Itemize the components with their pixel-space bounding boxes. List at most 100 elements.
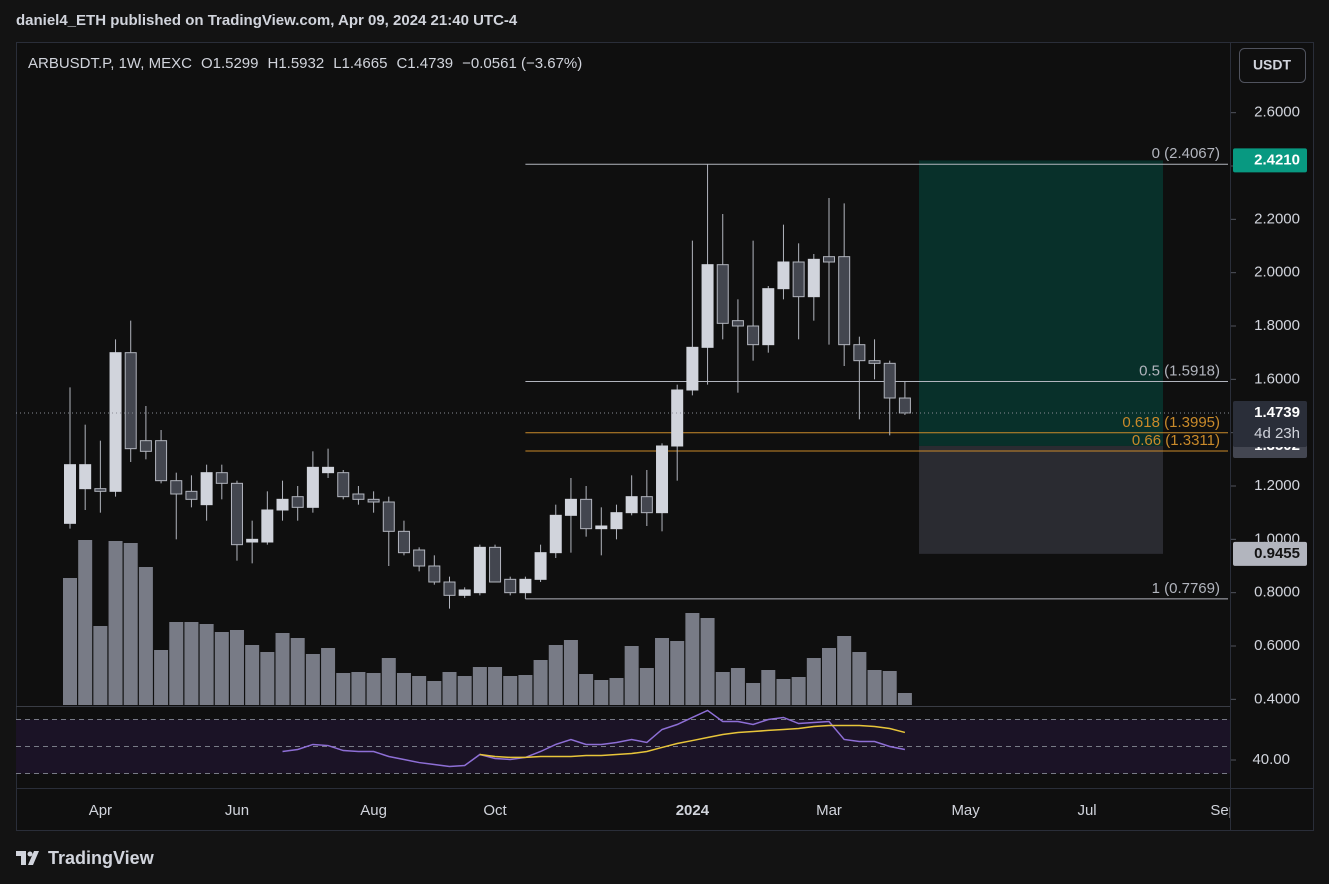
volume-bar bbox=[229, 630, 244, 705]
volume-bar bbox=[730, 668, 745, 705]
x-tick-label: 2024 bbox=[676, 802, 710, 819]
rsi-line bbox=[282, 709, 906, 768]
target-price-label: 2.4210 bbox=[1254, 151, 1300, 168]
candle-body bbox=[261, 509, 274, 543]
volume-bar bbox=[806, 658, 821, 705]
candle-body bbox=[868, 360, 881, 364]
y-tick-label: 2.0000 bbox=[1254, 264, 1300, 281]
volume-bar bbox=[472, 667, 487, 705]
candle-body bbox=[473, 546, 486, 594]
volume-bar bbox=[670, 641, 685, 705]
volume-bar bbox=[761, 670, 776, 705]
volume-bar bbox=[305, 654, 320, 705]
candle-body bbox=[443, 581, 456, 596]
y-tick-label: 0.4000 bbox=[1254, 690, 1300, 707]
candle-body bbox=[610, 512, 623, 530]
currency-label: USDT bbox=[1253, 57, 1292, 73]
candle-body bbox=[656, 445, 669, 514]
volume-bar bbox=[837, 636, 852, 705]
candle-body bbox=[246, 538, 259, 543]
volume-bar bbox=[78, 540, 93, 705]
volume-bar bbox=[336, 673, 351, 705]
volume-bar bbox=[852, 652, 867, 705]
volume-bar bbox=[412, 676, 427, 705]
fib-label: 0.66 (1.3311) bbox=[1132, 432, 1220, 449]
x-tick-label: Jul bbox=[1077, 802, 1096, 819]
legend-item: L1.4665 bbox=[333, 55, 387, 72]
candle-body bbox=[382, 501, 395, 532]
logo-mark bbox=[16, 851, 39, 865]
candle-body bbox=[595, 525, 608, 530]
candle-body bbox=[291, 496, 304, 508]
candle-body bbox=[185, 490, 198, 500]
position-loss-zone bbox=[919, 445, 1163, 554]
candle-body bbox=[564, 498, 577, 516]
fib-label: 0.618 (1.3995) bbox=[1122, 414, 1220, 431]
volume-bar bbox=[594, 680, 609, 705]
x-tick-label: Oct bbox=[483, 802, 507, 819]
candle-body bbox=[322, 466, 335, 474]
volume-bar bbox=[503, 676, 518, 705]
brand-name: TradingView bbox=[48, 848, 155, 868]
x-axis: Apr Jun Aug Oct 2024 Mar May Jul Sep bbox=[89, 802, 1230, 819]
y-tick-label: 2.6000 bbox=[1254, 104, 1300, 121]
logo-dot bbox=[27, 851, 33, 857]
candle-body bbox=[625, 496, 638, 514]
volume-bar bbox=[154, 650, 169, 705]
volume-bar bbox=[396, 673, 411, 705]
candle-body bbox=[898, 397, 911, 414]
volume-bar bbox=[93, 626, 108, 705]
legend: ARBUSDT.P, 1W, MEXC O1.5299 H1.5932 L1.4665… bbox=[28, 55, 582, 72]
volume-bar bbox=[457, 676, 472, 705]
volume-bar bbox=[685, 613, 700, 705]
fib-label: 0 (2.4067) bbox=[1152, 145, 1220, 162]
volume-bar bbox=[746, 683, 761, 705]
candle-body bbox=[337, 472, 350, 498]
candle-body bbox=[458, 589, 471, 596]
volume-bar bbox=[381, 658, 396, 705]
rsi-ma-line bbox=[479, 724, 906, 759]
x-tick-label: Apr bbox=[89, 802, 112, 819]
volume-bar bbox=[548, 645, 563, 705]
publish-title: daniel4_ETH published on TradingView.com… bbox=[16, 12, 518, 29]
volume-bar bbox=[108, 541, 123, 705]
volume-bar bbox=[427, 681, 442, 705]
volume-bar bbox=[624, 646, 639, 705]
candle-body bbox=[701, 264, 714, 348]
brand-logo bbox=[16, 851, 39, 865]
y-tick-label: 2.2000 bbox=[1254, 210, 1300, 227]
fib-label: 0.5 (1.5918) bbox=[1139, 362, 1220, 379]
candle-body bbox=[671, 389, 684, 447]
countdown-label: 4d 23h bbox=[1254, 425, 1300, 442]
candle-body bbox=[549, 514, 562, 554]
candle-body bbox=[139, 440, 152, 452]
legend-item: ARBUSDT.P, 1W, MEXC bbox=[28, 55, 192, 72]
volume-bar bbox=[63, 578, 77, 705]
candle-body bbox=[109, 352, 122, 492]
volume-bar bbox=[199, 624, 214, 705]
currency-button[interactable] bbox=[1239, 48, 1306, 83]
candle-body bbox=[731, 320, 744, 327]
candle-body bbox=[413, 549, 426, 567]
y-tick-label: 1.2000 bbox=[1254, 477, 1300, 494]
volume-bar bbox=[290, 638, 305, 705]
candle-body bbox=[170, 480, 183, 495]
candle-body bbox=[823, 256, 835, 263]
volume-bar bbox=[882, 671, 897, 705]
candle-body bbox=[792, 261, 805, 298]
candle-body bbox=[367, 498, 380, 503]
x-tick-label: Mar bbox=[816, 802, 842, 819]
candle-body bbox=[489, 546, 502, 583]
volume-bar bbox=[123, 543, 138, 705]
volume-bar bbox=[776, 679, 791, 705]
candle-body bbox=[686, 346, 699, 391]
candle-body bbox=[94, 488, 107, 492]
legend-item: O1.5299 bbox=[201, 55, 259, 72]
candle-body bbox=[580, 498, 593, 530]
candle-body bbox=[519, 578, 532, 594]
volume-bar bbox=[260, 652, 275, 705]
candle-body bbox=[352, 493, 365, 500]
volume-bar bbox=[184, 622, 199, 705]
